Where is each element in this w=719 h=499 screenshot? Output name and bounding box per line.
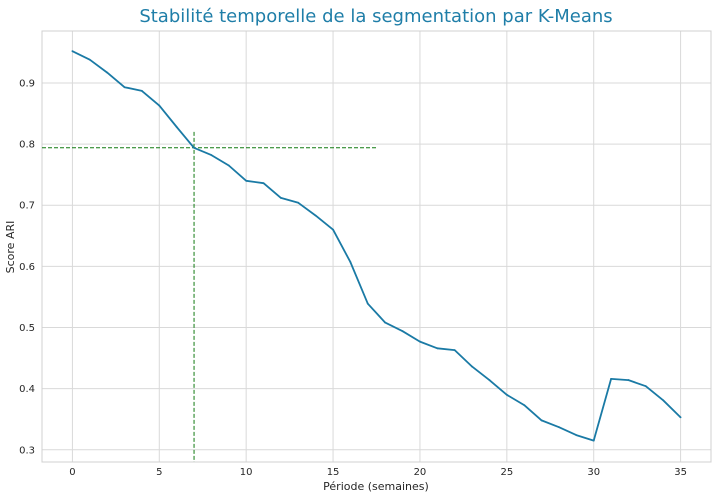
data-point [88,58,91,61]
data-point [123,86,126,89]
x-tick-label: 10 [240,467,253,478]
x-tick-label: 25 [500,467,513,478]
data-point [453,349,456,352]
data-point [558,426,560,429]
data-point [106,71,109,74]
data-point [175,126,178,128]
x-tick-label: 20 [414,467,427,478]
data-point [280,196,282,199]
data-point [262,182,265,185]
data-point [471,365,473,368]
y-tick-label: 0.7 [19,201,35,212]
data-point [366,302,369,305]
data-point [505,393,508,396]
y-axis-label: Score ARI [4,221,17,274]
data-point [158,104,161,107]
annotation-lines [42,131,377,462]
y-tick-label: 0.4 [19,384,35,395]
data-point [401,330,404,333]
x-tick-label: 30 [587,467,600,478]
grid [42,31,711,462]
data-point [644,385,647,388]
data-series [71,50,682,442]
data-point [210,154,213,157]
x-tick-label: 0 [69,467,75,478]
y-tick-label: 0.5 [19,323,35,334]
data-point [332,228,334,231]
data-point [384,321,387,324]
chart-title: Stabilité temporelle de la segmentation … [139,6,612,27]
data-point [436,347,439,350]
data-point [592,439,595,442]
y-tick-label: 0.3 [19,445,35,456]
data-point [662,399,665,402]
x-tick-label: 5 [156,467,162,478]
x-axis-label: Période (semaines) [323,480,429,493]
data-point [523,404,526,407]
x-tick-label: 35 [674,467,687,478]
y-tick-label: 0.6 [19,262,35,273]
data-point [314,214,317,217]
data-point [245,179,248,182]
data-point [349,261,352,263]
data-point [488,379,491,381]
data-point [679,416,682,419]
data-point [71,50,74,53]
y-tick-label: 0.8 [19,140,35,151]
y-tick-labels: 0.3 0.4 0.5 0.6 0.7 0.8 0.9 [19,78,35,456]
data-point [610,377,612,380]
data-point [540,419,543,422]
data-point [193,146,195,149]
y-tick-label: 0.9 [19,78,35,89]
data-point [575,434,578,437]
plot-area-frame [41,30,712,463]
data-point [627,379,630,381]
x-tick-label: 15 [327,467,340,478]
data-point [141,90,143,92]
data-point [419,340,421,343]
data-point [297,201,300,204]
series-line [72,50,682,442]
x-tick-labels: 0 5 10 15 20 25 30 35 [69,467,687,478]
data-point [227,164,230,167]
